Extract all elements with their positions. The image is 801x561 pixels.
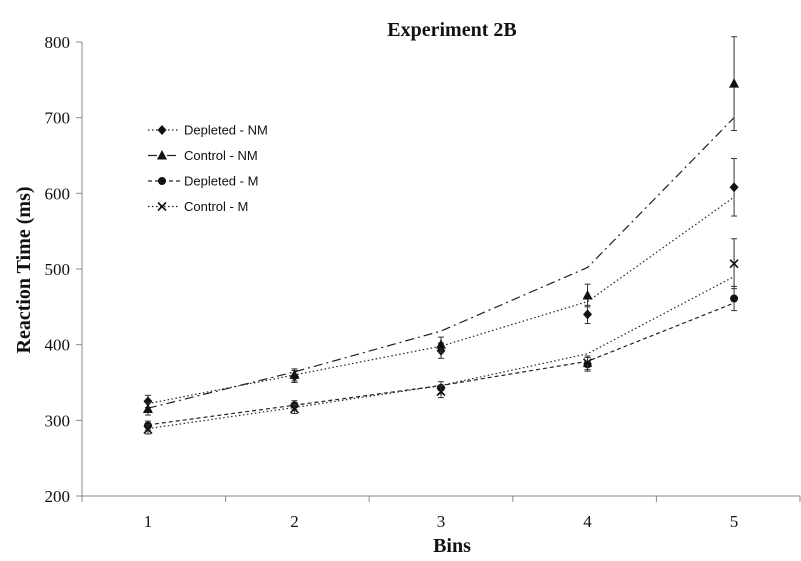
- data-point: [289, 369, 300, 379]
- y-tick-label: 500: [45, 260, 71, 279]
- data-point: [142, 403, 153, 413]
- x-tick-label: 1: [144, 512, 153, 531]
- legend-item: Depleted - M: [148, 174, 258, 189]
- y-tick-label: 300: [45, 411, 71, 430]
- legend-item: Depleted - NM: [148, 123, 268, 138]
- data-point: [729, 259, 739, 269]
- data-point: [582, 289, 593, 300]
- legend-item: Control - M: [148, 199, 248, 214]
- series-line: [147, 196, 735, 405]
- data-point: [583, 309, 593, 320]
- legend-marker: [157, 201, 167, 212]
- legend-label: Depleted - M: [184, 174, 258, 189]
- data-point: [582, 358, 593, 368]
- x-tick-label: 5: [730, 512, 739, 531]
- legend-label: Depleted - NM: [184, 123, 268, 138]
- y-tick-label: 800: [45, 33, 71, 52]
- data-point: [436, 339, 446, 349]
- data-point: [289, 404, 300, 414]
- x-axis-title: Bins: [433, 535, 471, 557]
- legend-marker: [157, 125, 167, 135]
- plot-area: 200 300 400 500 600 700 800 1 2 3 4 5 Depleted - NM C…: [45, 33, 801, 531]
- data-point: [729, 78, 740, 88]
- series-control-m: [143, 238, 739, 435]
- legend-label: Control - NM: [184, 148, 258, 163]
- legend: Depleted - NM Control - NM Depleted - M Con…: [148, 123, 268, 214]
- x-tick-label: 4: [583, 512, 592, 531]
- chart-title: Experiment 2B: [387, 19, 516, 41]
- y-tick-label: 400: [45, 336, 71, 355]
- data-point: [143, 424, 153, 434]
- series-line: [147, 117, 735, 409]
- data-point: [436, 387, 446, 397]
- data-point: [729, 182, 739, 193]
- legend-marker: [158, 177, 166, 185]
- legend-marker: [157, 150, 167, 160]
- x-tick-label: 2: [290, 512, 299, 531]
- x-tick-label: 3: [437, 512, 446, 531]
- y-tick-label: 600: [45, 184, 71, 203]
- legend-item: Control - NM: [148, 148, 258, 163]
- y-axis-title: Reaction Time (ms): [13, 186, 35, 353]
- series-control-nm: [142, 36, 740, 416]
- legend-label: Control - M: [184, 199, 248, 214]
- data-point: [730, 294, 739, 303]
- y-tick-label: 200: [45, 487, 71, 506]
- series-line: [147, 302, 735, 426]
- y-tick-label: 700: [45, 109, 71, 128]
- data-point: [143, 396, 153, 407]
- series-depleted-nm: [143, 158, 739, 408]
